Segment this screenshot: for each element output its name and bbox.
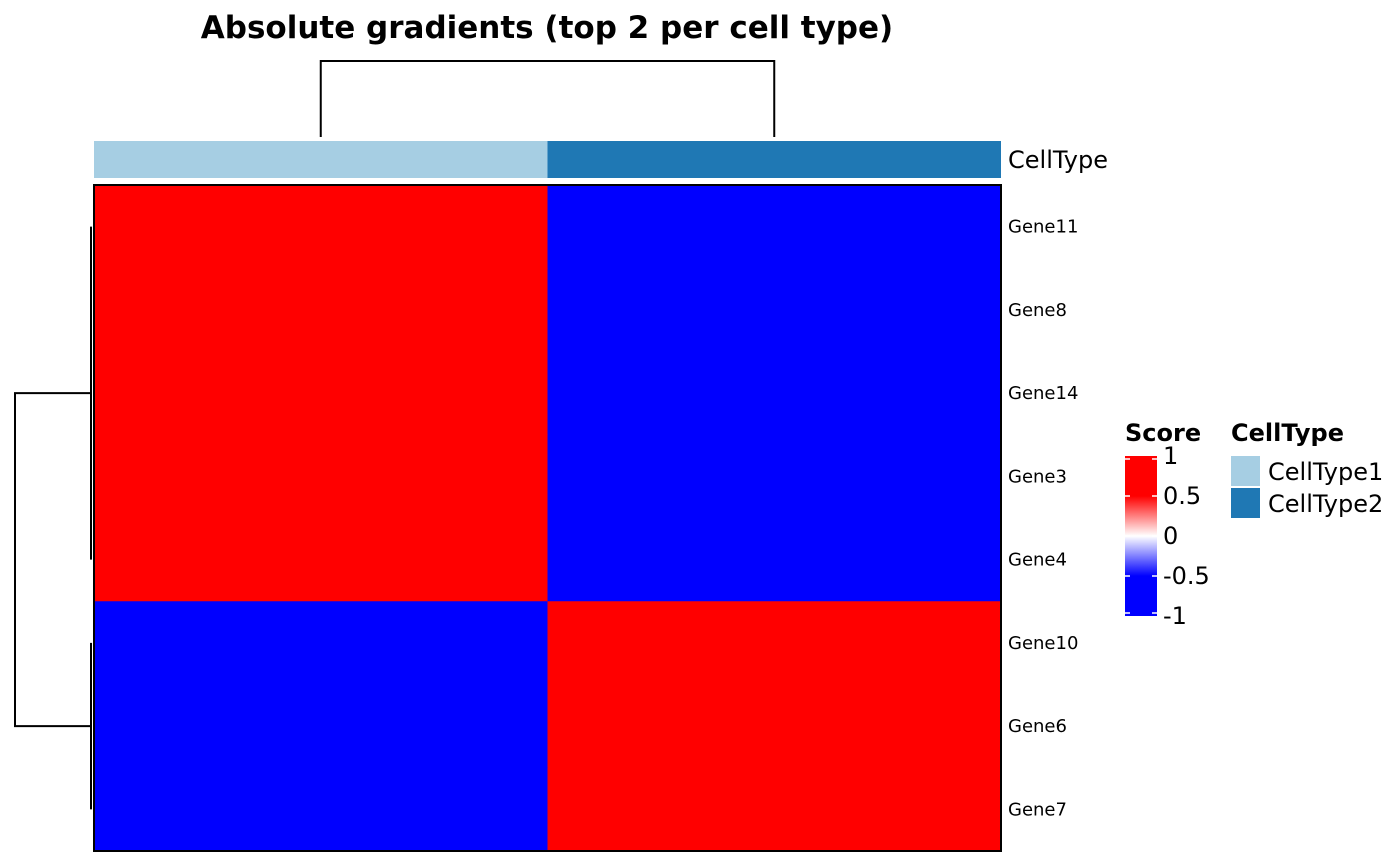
score-tick-label: 1 xyxy=(1163,442,1178,470)
heatmap-cell xyxy=(547,767,1002,852)
celltype-legend-swatch xyxy=(1231,456,1260,486)
score-colorbar xyxy=(1125,456,1157,616)
score-tick-label: 0.5 xyxy=(1163,482,1201,510)
celltype-legend-title: CellType xyxy=(1231,419,1344,447)
row-label: Gene6 xyxy=(1008,716,1067,737)
score-tick-label: -0.5 xyxy=(1163,562,1210,590)
row-dendrogram-branch xyxy=(14,392,91,728)
row-label: Gene14 xyxy=(1008,383,1078,404)
heatmap-cell xyxy=(94,767,548,852)
celltype-legend-swatch xyxy=(1231,488,1260,518)
celltype-legend-keys: CellType1 CellType2 xyxy=(1231,456,1383,518)
heatmap-cell xyxy=(547,351,1002,436)
column-dendrogram-branch xyxy=(319,60,776,137)
heatmap-cell xyxy=(94,185,548,269)
row-dendrogram xyxy=(14,226,92,810)
heatmap-cell xyxy=(547,185,1002,269)
heatmap-cell xyxy=(94,434,548,519)
chart-title: Absolute gradients (top 2 per cell type) xyxy=(201,10,893,46)
row-labels: Gene11 Gene8 Gene14 Gene3 Gene4 Gene10 Gene6 Ge… xyxy=(1008,217,1078,821)
heatmap-cell xyxy=(547,434,1002,519)
heatmap-cell xyxy=(547,684,1002,769)
row-label: Gene11 xyxy=(1008,217,1078,238)
heatmap-cell xyxy=(94,351,548,436)
heatmap-border xyxy=(93,184,1002,852)
heatmap-cell xyxy=(94,601,548,685)
score-legend-title: Score xyxy=(1125,419,1201,447)
row-label: Gene4 xyxy=(1008,550,1067,571)
score-ticks: 1 0.5 0 -0.5 -1 xyxy=(1125,442,1210,630)
heatmap-cell xyxy=(94,518,548,602)
heatmap-cell xyxy=(547,268,1002,352)
row-label: Gene8 xyxy=(1008,300,1067,321)
column-dendrogram xyxy=(319,60,776,137)
celltype-annotation-label: CellType xyxy=(1008,146,1108,174)
score-tick-label: 0 xyxy=(1163,522,1178,550)
celltype-legend: CellType CellType1 CellType2 xyxy=(1231,419,1383,518)
heatmap-cells xyxy=(94,185,1002,852)
score-legend: Score 1 0.5 0 -0.5 -1 xyxy=(1125,419,1210,630)
row-label: Gene3 xyxy=(1008,466,1067,487)
heatmap-cell xyxy=(547,518,1002,602)
heatmap-cell xyxy=(94,268,548,352)
annotation-cell xyxy=(94,141,548,178)
celltype-legend-label: CellType2 xyxy=(1268,490,1383,518)
annotation-cell xyxy=(547,141,1001,178)
row-label: Gene7 xyxy=(1008,799,1067,820)
heatmap-cell xyxy=(547,601,1002,685)
celltype-legend-label: CellType1 xyxy=(1268,458,1383,486)
score-tick-label: -1 xyxy=(1163,602,1187,630)
row-label: Gene10 xyxy=(1008,633,1078,654)
heatmap-cell xyxy=(94,684,548,769)
celltype-annotation-bar xyxy=(94,141,1001,178)
